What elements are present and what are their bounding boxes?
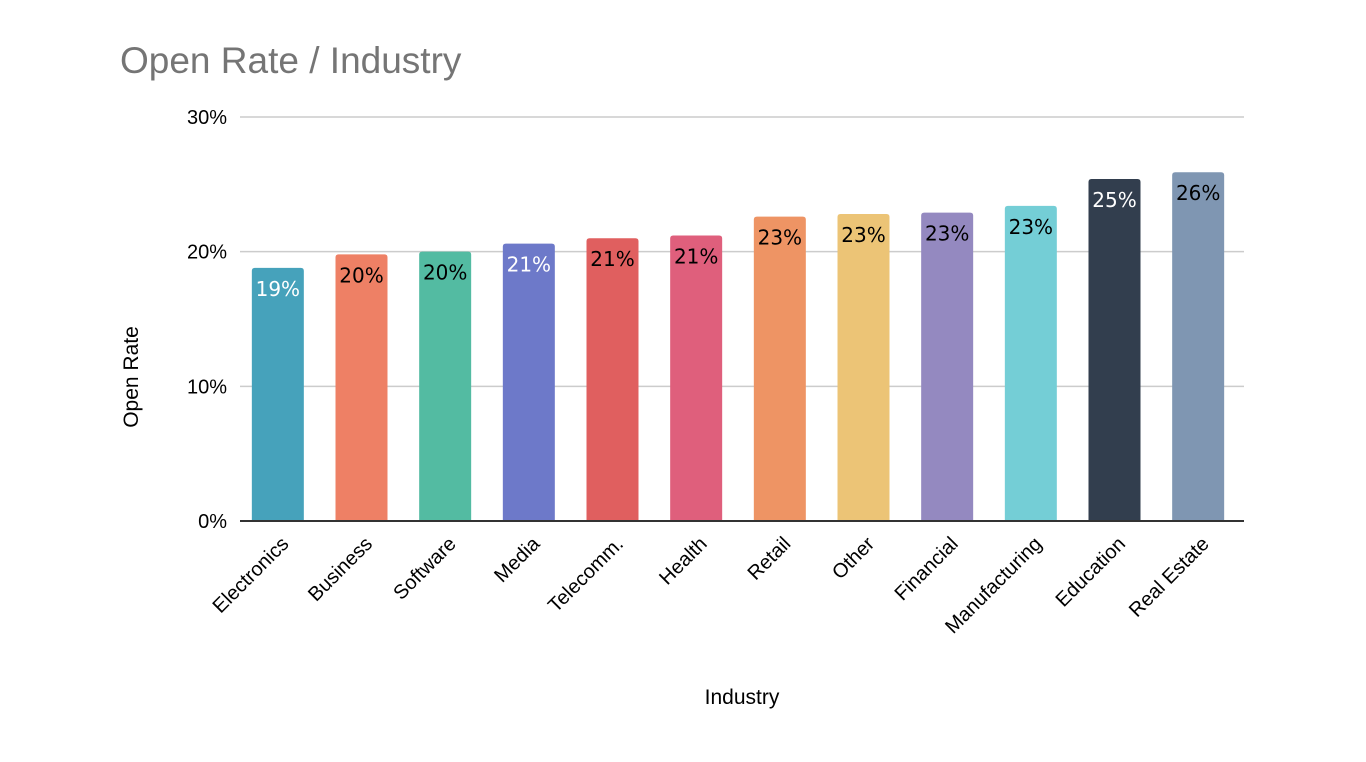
y-tick-label: 10% — [187, 376, 227, 398]
x-axis-categories: Electronics Business Software Media Telecomm… — [209, 532, 1214, 638]
bar-business — [335, 254, 388, 522]
data-label: 19% — [256, 277, 300, 301]
x-tick-label: Financial — [891, 533, 963, 605]
chart-title: Open Rate / Industry — [120, 40, 462, 81]
bar-media — [502, 243, 555, 521]
y-tick-label: 30% — [187, 107, 227, 129]
x-tick-label: Telecomm. — [544, 533, 628, 617]
data-label: 20% — [339, 263, 383, 287]
x-tick-label: Software — [389, 533, 460, 604]
bar-manufacturing — [1004, 205, 1057, 521]
x-tick-label: Real Estate — [1125, 533, 1214, 622]
x-tick-label: Health — [655, 533, 711, 589]
data-labels: 19% 20% 20% 21% 21% 21% 23% 23% 23% 23% 25% 26% — [256, 181, 1221, 301]
bar-retail — [753, 216, 806, 522]
data-label: 23% — [841, 223, 885, 247]
bar-health — [670, 235, 723, 522]
data-label: 23% — [758, 226, 802, 250]
bar-education — [1088, 178, 1141, 522]
data-label: 23% — [1009, 215, 1053, 239]
x-tick-label: Business — [304, 533, 377, 606]
data-label: 23% — [925, 222, 969, 246]
data-label: 20% — [423, 261, 467, 285]
bar-software — [419, 251, 472, 521]
bar-electronics — [251, 267, 304, 521]
bar-real-estate — [1172, 172, 1225, 522]
x-tick-label: Education — [1052, 533, 1130, 611]
data-label: 21% — [590, 247, 634, 271]
data-label: 26% — [1176, 181, 1220, 205]
x-tick-label: Electronics — [209, 533, 294, 618]
bar-financial — [921, 212, 974, 521]
y-axis-ticks: 0% 10% 20% 30% — [187, 107, 227, 533]
x-tick-label: Media — [490, 532, 545, 587]
grid-lines — [240, 116, 1244, 388]
data-label: 21% — [507, 253, 551, 277]
data-label: 25% — [1092, 188, 1136, 212]
y-tick-label: 0% — [198, 511, 227, 533]
y-tick-label: 20% — [187, 242, 227, 264]
data-label: 21% — [674, 245, 718, 269]
bar-other — [837, 213, 890, 521]
x-tick-label: Other — [828, 533, 879, 584]
bar-telecomm — [586, 238, 639, 521]
x-axis-label: Industry — [705, 686, 780, 709]
bars — [251, 172, 1225, 522]
y-axis-label: Open Rate — [120, 326, 143, 428]
x-tick-label: Retail — [744, 533, 796, 585]
